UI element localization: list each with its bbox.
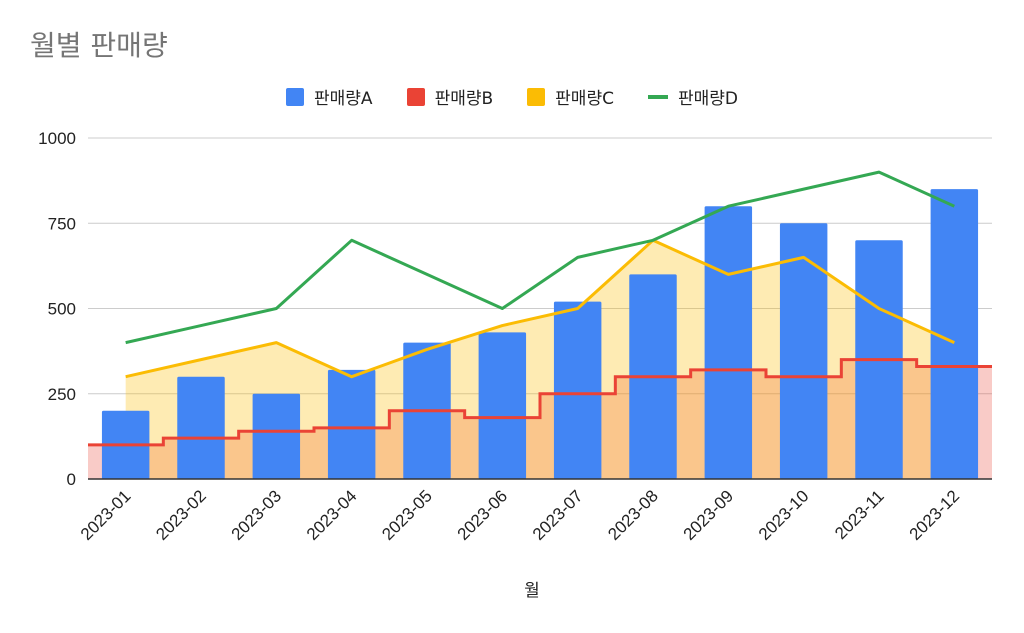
legend-item-a[interactable]: 판매량A <box>286 84 373 109</box>
legend-swatch-b <box>406 87 425 106</box>
series-b-area <box>88 359 992 479</box>
legend-item-c[interactable]: 판매량C <box>527 84 614 109</box>
bar-a <box>177 376 225 479</box>
y-tick-label: 750 <box>48 214 76 233</box>
bar-a <box>704 206 753 479</box>
x-tick-label: 2023-10 <box>755 486 813 544</box>
x-tick-label: 2023-02 <box>152 486 210 544</box>
legend-label-c: 판매량C <box>555 89 614 109</box>
legend-label-a: 판매량A <box>314 89 373 109</box>
x-tick-label: 2023-09 <box>680 486 738 544</box>
legend-swatch-a <box>286 87 305 106</box>
bar-a <box>553 301 602 479</box>
x-tick-label: 2023-04 <box>303 486 361 544</box>
legend-swatch-d <box>647 94 668 99</box>
x-tick-label: 2023-07 <box>529 486 587 544</box>
bar-a <box>779 223 828 479</box>
legend-swatch-c <box>527 87 546 106</box>
y-tick-label: 0 <box>67 470 76 489</box>
x-axis-title: 월 <box>524 581 540 601</box>
x-tick-label: 2023-12 <box>906 486 964 544</box>
y-tick-label: 1000 <box>38 129 76 148</box>
legend-label-b: 판매량B <box>434 89 494 109</box>
x-tick-label: 2023-06 <box>454 486 512 544</box>
chart-title: 월별 판매량 <box>30 29 168 62</box>
x-tick-label: 2023-11 <box>831 486 888 543</box>
x-tick-label: 2023-05 <box>378 486 436 544</box>
series-d-line <box>125 170 955 345</box>
bar-a <box>327 369 376 479</box>
legend: 판매량A 판매량B 판매량C 판매량D <box>0 84 1024 109</box>
legend-item-d[interactable]: 판매량D <box>647 84 738 109</box>
y-tick-label: 500 <box>48 300 76 319</box>
bar-a <box>478 332 527 479</box>
legend-item-b[interactable]: 판매량B <box>406 84 494 109</box>
bar-a <box>252 393 301 479</box>
x-tick-label: 2023-03 <box>228 486 286 544</box>
series-c-line <box>125 238 955 379</box>
y-tick-label: 250 <box>48 385 76 404</box>
legend-label-d: 판매량D <box>677 89 738 109</box>
series-b-line <box>88 358 992 447</box>
bar-a <box>930 189 979 479</box>
x-tick-label: 2023-08 <box>604 486 662 544</box>
x-tick-label: 2023-01 <box>77 486 135 544</box>
